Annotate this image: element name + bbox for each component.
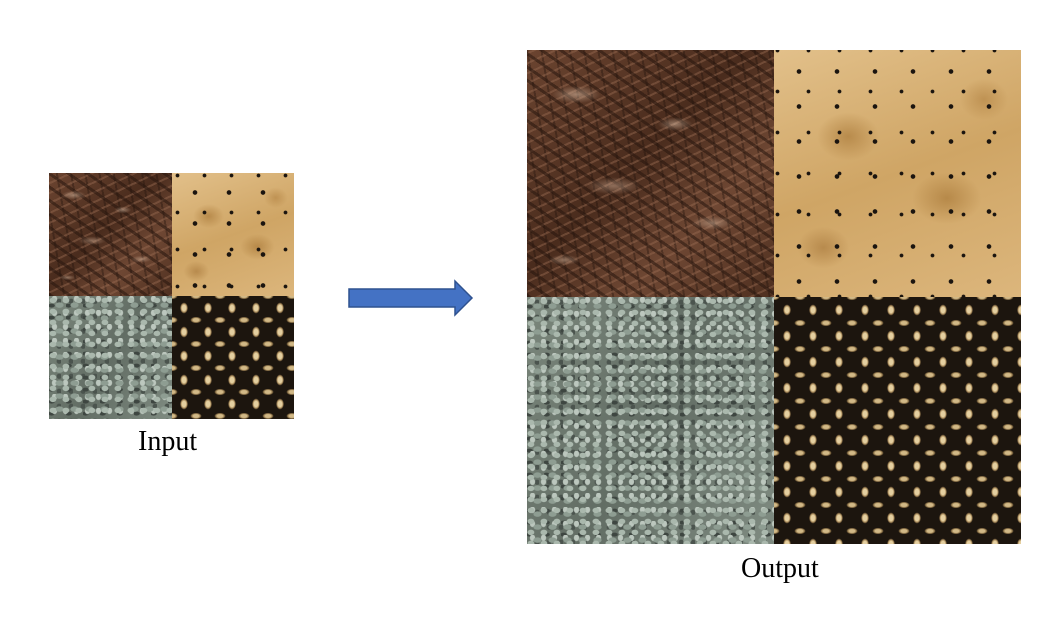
output-gravel-texture bbox=[527, 297, 774, 544]
input-texture-grid bbox=[49, 173, 294, 419]
input-rope-texture bbox=[171, 296, 294, 419]
input-label: Input bbox=[138, 426, 198, 457]
input-gravel-texture bbox=[49, 296, 172, 419]
input-cracker-texture bbox=[171, 173, 294, 296]
arrow-shape bbox=[348, 279, 474, 317]
output-texture-grid bbox=[527, 50, 1021, 544]
output-rope-texture bbox=[774, 297, 1021, 544]
input-chocolate-texture bbox=[49, 173, 172, 296]
output-cracker-texture bbox=[774, 50, 1021, 297]
right-arrow-icon bbox=[348, 279, 474, 317]
output-chocolate-texture bbox=[527, 50, 774, 297]
output-label: Output bbox=[741, 553, 819, 584]
